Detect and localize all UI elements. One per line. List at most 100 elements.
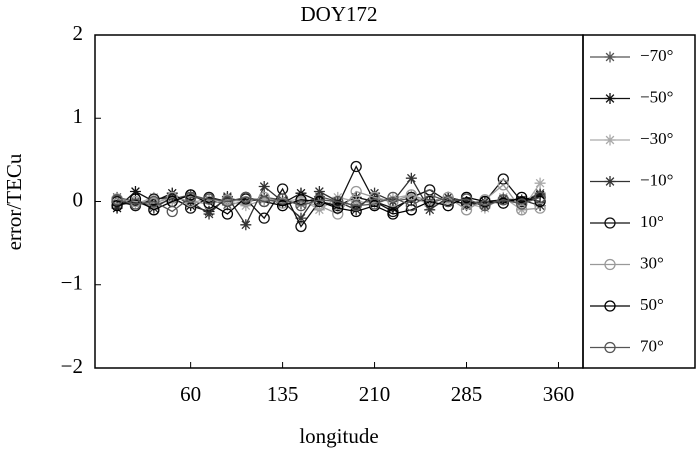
- marker: [516, 191, 528, 203]
- marker: [277, 196, 289, 207]
- y-axis-label: error/TECu: [2, 153, 26, 250]
- legend-label: 70°: [640, 336, 664, 355]
- legend-label: −30°: [640, 129, 673, 148]
- marker: [369, 187, 381, 199]
- marker: [313, 204, 325, 216]
- marker: [442, 195, 454, 208]
- x-axis-label: longitude: [299, 424, 378, 448]
- marker: [497, 197, 509, 209]
- marker: [258, 181, 270, 193]
- marker: [148, 191, 160, 203]
- marker: [387, 195, 399, 208]
- marker: [295, 212, 307, 224]
- marker: [604, 217, 616, 229]
- y-tick-label: −1: [61, 271, 83, 295]
- marker: [424, 189, 436, 201]
- marker: [369, 197, 381, 209]
- marker: [240, 219, 252, 231]
- marker: [460, 193, 473, 205]
- marker: [350, 160, 362, 173]
- marker: [534, 200, 546, 212]
- marker: [604, 341, 616, 354]
- marker: [350, 200, 362, 212]
- marker: [534, 195, 546, 208]
- marker: [497, 193, 509, 205]
- marker: [313, 200, 326, 212]
- marker: [387, 208, 399, 220]
- marker: [184, 202, 197, 214]
- marker: [148, 204, 160, 216]
- chart-title: DOY172: [301, 2, 378, 26]
- legend-label: −70°: [640, 46, 673, 65]
- marker: [604, 51, 616, 63]
- marker: [460, 204, 473, 216]
- marker: [497, 179, 509, 191]
- x-tick-label: 60: [180, 382, 201, 406]
- marker: [350, 196, 362, 207]
- marker: [221, 208, 234, 220]
- marker: [516, 198, 528, 210]
- marker: [313, 186, 325, 198]
- marker: [368, 191, 381, 203]
- marker: [203, 208, 215, 220]
- marker: [442, 200, 454, 212]
- legend-frame: [582, 34, 696, 369]
- marker: [350, 204, 362, 216]
- marker: [497, 194, 509, 206]
- marker: [534, 189, 546, 201]
- marker: [387, 202, 399, 214]
- marker: [258, 191, 270, 203]
- marker: [203, 193, 215, 205]
- legend-label: 10°: [640, 212, 664, 231]
- marker: [276, 200, 289, 212]
- marker: [240, 200, 252, 212]
- marker: [129, 198, 142, 210]
- marker: [166, 191, 178, 203]
- y-tick-label: 1: [73, 104, 84, 128]
- marker: [516, 204, 528, 216]
- marker: [166, 205, 178, 218]
- marker: [479, 195, 491, 208]
- y-tick-label: −2: [61, 354, 83, 378]
- marker: [258, 194, 270, 206]
- series-line: [116, 194, 541, 215]
- marker: [111, 194, 123, 206]
- marker: [405, 172, 417, 184]
- x-tick-label: 360: [543, 382, 575, 406]
- marker: [604, 258, 616, 271]
- marker: [148, 195, 160, 208]
- marker: [258, 212, 270, 224]
- marker: [534, 202, 546, 214]
- marker: [295, 194, 307, 206]
- marker: [313, 194, 326, 206]
- marker: [387, 191, 399, 203]
- marker: [221, 195, 234, 208]
- marker: [424, 204, 436, 216]
- marker: [111, 200, 123, 212]
- legend-label: −10°: [640, 170, 673, 189]
- marker: [461, 196, 473, 207]
- marker: [405, 204, 417, 216]
- legend-label: 30°: [640, 253, 664, 272]
- marker: [295, 187, 307, 199]
- marker: [111, 200, 123, 212]
- marker: [332, 202, 344, 214]
- legend-label: 50°: [640, 295, 664, 314]
- marker: [129, 186, 141, 198]
- y-tick-label: 0: [73, 187, 84, 211]
- marker: [203, 197, 215, 209]
- marker: [479, 200, 491, 212]
- marker: [350, 205, 362, 218]
- marker: [184, 191, 197, 203]
- marker: [604, 134, 616, 146]
- x-tick-label: 210: [359, 382, 391, 406]
- marker: [405, 189, 417, 201]
- marker: [516, 194, 528, 206]
- y-tick-label: 2: [73, 21, 84, 45]
- marker: [604, 300, 616, 312]
- marker: [368, 198, 381, 210]
- marker: [350, 185, 362, 198]
- x-tick-label: 285: [451, 382, 483, 406]
- marker: [295, 193, 307, 205]
- marker: [295, 200, 307, 212]
